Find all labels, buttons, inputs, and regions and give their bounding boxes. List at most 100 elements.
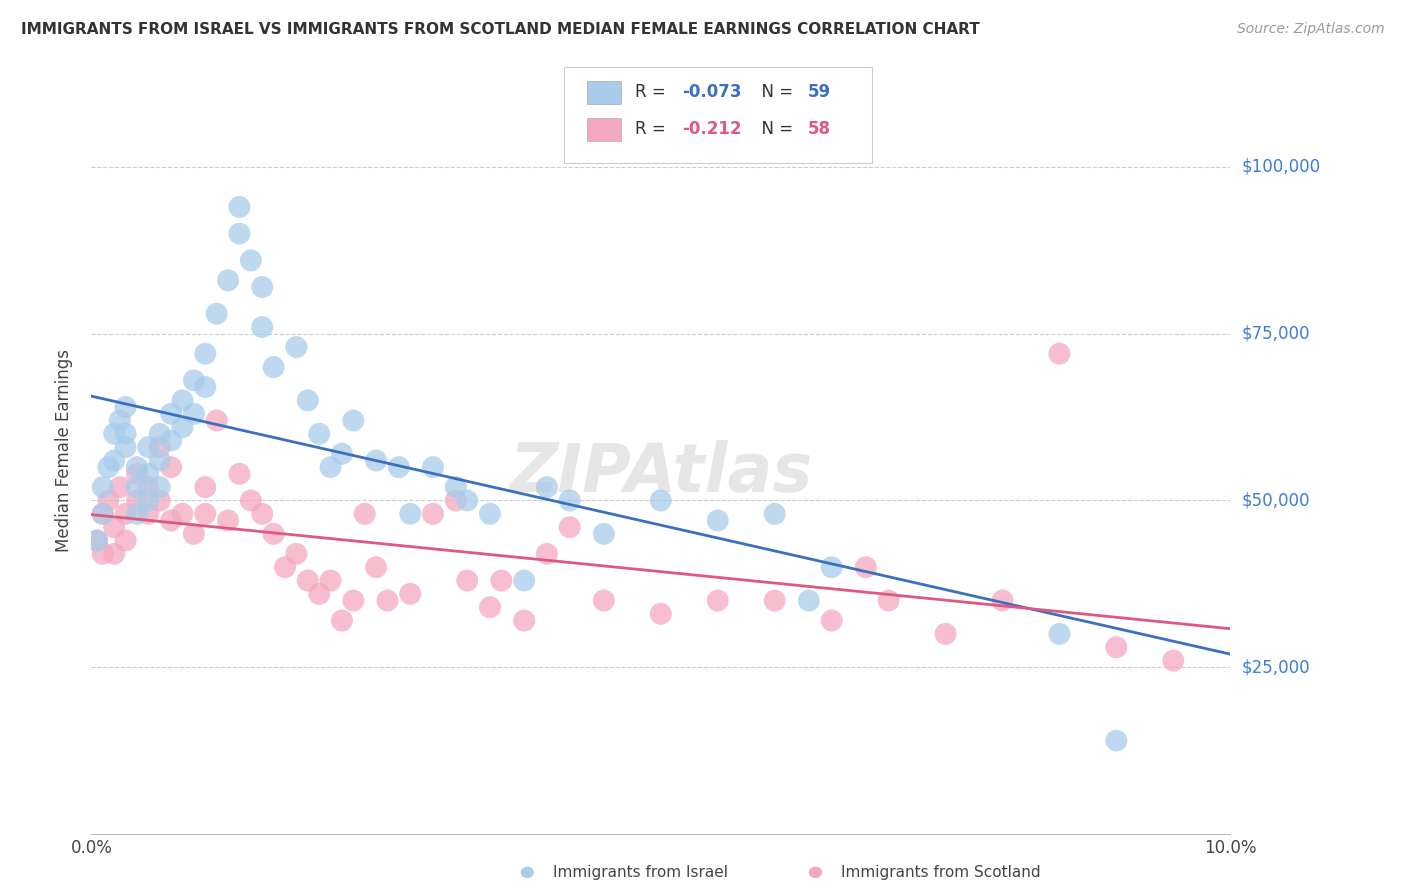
Point xyxy=(114,440,136,454)
Text: Immigrants from Israel: Immigrants from Israel xyxy=(553,865,727,880)
Point xyxy=(138,507,160,521)
Point xyxy=(194,480,217,494)
Point xyxy=(228,467,250,481)
FancyBboxPatch shape xyxy=(586,81,621,104)
Text: Source: ZipAtlas.com: Source: ZipAtlas.com xyxy=(1237,22,1385,37)
Point xyxy=(91,480,114,494)
Point xyxy=(250,507,273,521)
Point xyxy=(138,467,160,481)
Point xyxy=(330,614,353,628)
Point xyxy=(97,493,120,508)
Y-axis label: Median Female Earnings: Median Female Earnings xyxy=(55,349,73,552)
FancyBboxPatch shape xyxy=(586,119,621,141)
Point xyxy=(114,507,136,521)
Point xyxy=(103,547,125,561)
Text: $25,000: $25,000 xyxy=(1241,658,1310,676)
Point xyxy=(250,280,273,294)
Text: $75,000: $75,000 xyxy=(1241,325,1310,343)
Point xyxy=(250,320,273,334)
Point xyxy=(536,480,558,494)
Point xyxy=(160,514,183,528)
Text: -0.212: -0.212 xyxy=(682,120,742,138)
Point xyxy=(138,440,160,454)
Point xyxy=(194,507,217,521)
Point xyxy=(399,587,422,601)
Point xyxy=(263,360,285,375)
Point xyxy=(160,434,183,448)
Text: 59: 59 xyxy=(807,83,831,101)
Point xyxy=(297,393,319,408)
Point xyxy=(149,480,172,494)
Point xyxy=(364,560,387,574)
Point xyxy=(205,413,228,427)
Point xyxy=(319,460,342,475)
Point xyxy=(239,253,262,268)
Point xyxy=(1105,733,1128,747)
Point xyxy=(319,574,342,588)
Point xyxy=(491,574,513,588)
Text: 58: 58 xyxy=(807,120,831,138)
Point xyxy=(877,593,900,607)
Point xyxy=(86,533,108,548)
Point xyxy=(1105,640,1128,655)
Point xyxy=(342,593,364,607)
Point xyxy=(103,426,125,441)
Point xyxy=(285,547,308,561)
Point xyxy=(114,400,136,414)
Point xyxy=(456,574,478,588)
Text: Immigrants from Scotland: Immigrants from Scotland xyxy=(841,865,1040,880)
Point xyxy=(444,480,467,494)
Point xyxy=(650,607,672,621)
Point xyxy=(593,526,616,541)
Point xyxy=(228,200,250,214)
Text: R =: R = xyxy=(634,83,671,101)
Point xyxy=(342,413,364,427)
Point xyxy=(263,526,285,541)
Point xyxy=(205,307,228,321)
Text: N =: N = xyxy=(751,83,799,101)
Point xyxy=(183,526,205,541)
Text: ZIPAtlas: ZIPAtlas xyxy=(509,441,813,507)
Point xyxy=(149,453,172,467)
Point xyxy=(194,347,217,361)
Text: IMMIGRANTS FROM ISRAEL VS IMMIGRANTS FROM SCOTLAND MEDIAN FEMALE EARNINGS CORREL: IMMIGRANTS FROM ISRAEL VS IMMIGRANTS FRO… xyxy=(21,22,980,37)
Point xyxy=(285,340,308,354)
Text: -0.073: -0.073 xyxy=(682,83,742,101)
Point xyxy=(1049,627,1071,641)
Text: N =: N = xyxy=(751,120,799,138)
Point xyxy=(228,227,250,241)
Point xyxy=(820,614,842,628)
Point xyxy=(855,560,877,574)
Point xyxy=(172,507,194,521)
Point xyxy=(513,614,536,628)
Point xyxy=(297,574,319,588)
Point xyxy=(377,593,399,607)
Point xyxy=(706,514,728,528)
Point xyxy=(422,507,444,521)
Point xyxy=(194,380,217,394)
Point xyxy=(114,426,136,441)
Point xyxy=(650,493,672,508)
Point xyxy=(108,480,131,494)
Point xyxy=(399,507,422,521)
Point xyxy=(330,447,353,461)
Point xyxy=(160,460,183,475)
Point xyxy=(114,533,136,548)
Point xyxy=(478,600,502,615)
Point xyxy=(991,593,1014,607)
FancyBboxPatch shape xyxy=(564,67,872,162)
Point xyxy=(91,507,114,521)
Point xyxy=(456,493,478,508)
Point xyxy=(183,373,205,387)
Point xyxy=(97,460,120,475)
Point xyxy=(108,413,131,427)
Point xyxy=(149,426,172,441)
Point xyxy=(183,407,205,421)
Point xyxy=(125,480,148,494)
Point xyxy=(125,460,148,475)
Text: $50,000: $50,000 xyxy=(1241,491,1310,509)
Point xyxy=(797,593,820,607)
Point xyxy=(934,627,956,641)
Point xyxy=(353,507,375,521)
Point xyxy=(217,273,239,287)
